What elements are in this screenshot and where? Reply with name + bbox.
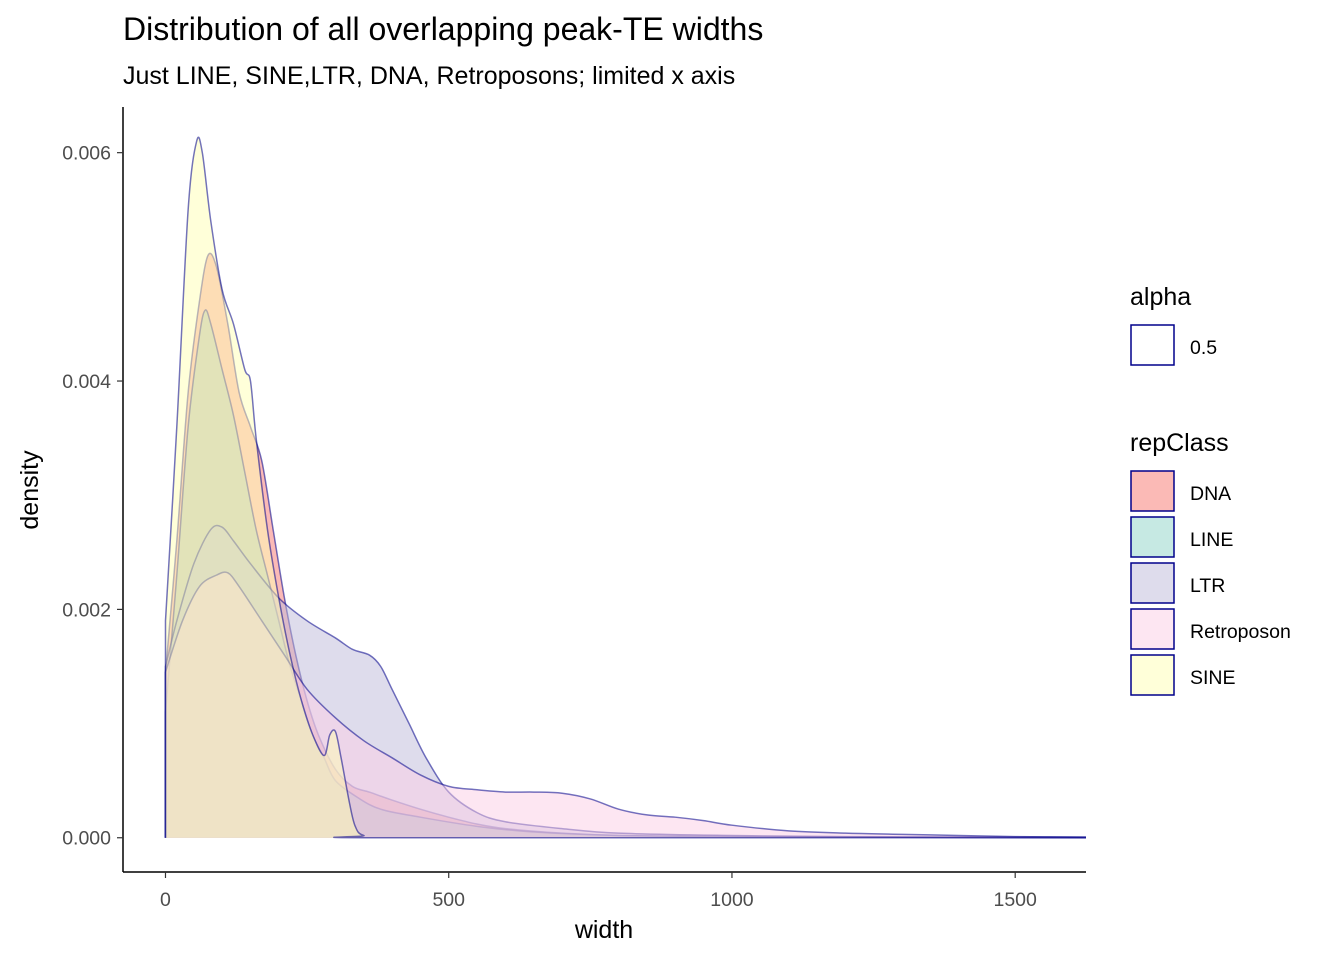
fill-legend-items: DNA LINE LTR Retroposon SINE [1130, 470, 1291, 696]
fill-legend: repClass DNA LINE LTR Retroposon SINE [1130, 429, 1291, 696]
alpha-legend: alpha 0.5 [1130, 283, 1217, 366]
legend-key-dna [1130, 470, 1175, 512]
legend-label-dna: DNA [1190, 483, 1231, 505]
y-axis-title: density [16, 450, 44, 530]
y-tick-label: 0.000 [62, 828, 111, 850]
legend-key-sine [1130, 654, 1175, 696]
x-tick-label: 1000 [710, 889, 754, 911]
x-axis-ticks: 0 500 1000 1500 [160, 872, 1037, 911]
density-area-sine [165, 137, 1086, 838]
y-tick-label: 0.006 [62, 143, 111, 165]
alpha-legend-key [1130, 324, 1175, 366]
x-tick-label: 500 [432, 889, 465, 911]
legend-key-retroposon [1130, 608, 1175, 650]
y-tick-label: 0.002 [62, 599, 111, 621]
density-line-sine [164, 136, 1086, 839]
y-tick-label: 0.004 [62, 371, 111, 393]
fill-legend-title: repClass [1130, 429, 1229, 457]
legend-label-ltr: LTR [1190, 575, 1225, 597]
legend-label-line: LINE [1190, 529, 1233, 551]
x-axis-title: width [574, 916, 633, 944]
y-axis-ticks: 0.000 0.002 0.004 0.006 [62, 143, 123, 850]
legend-label-sine: SINE [1190, 667, 1236, 689]
chart-subtitle: Just LINE, SINE,LTR, DNA, Retroposons; l… [123, 62, 735, 90]
x-tick-label: 0 [160, 889, 171, 911]
legend-key-ltr [1130, 562, 1175, 604]
density-area-retroposon [165, 572, 1086, 838]
chart-title: Distribution of all overlapping peak-TE … [123, 11, 763, 47]
alpha-legend-title: alpha [1130, 283, 1191, 311]
legend-label-retroposon: Retroposon [1190, 621, 1291, 643]
density-series-group [164, 136, 1086, 839]
alpha-legend-label: 0.5 [1190, 337, 1217, 359]
legend-key-line [1130, 516, 1175, 558]
x-tick-label: 1500 [993, 889, 1037, 911]
